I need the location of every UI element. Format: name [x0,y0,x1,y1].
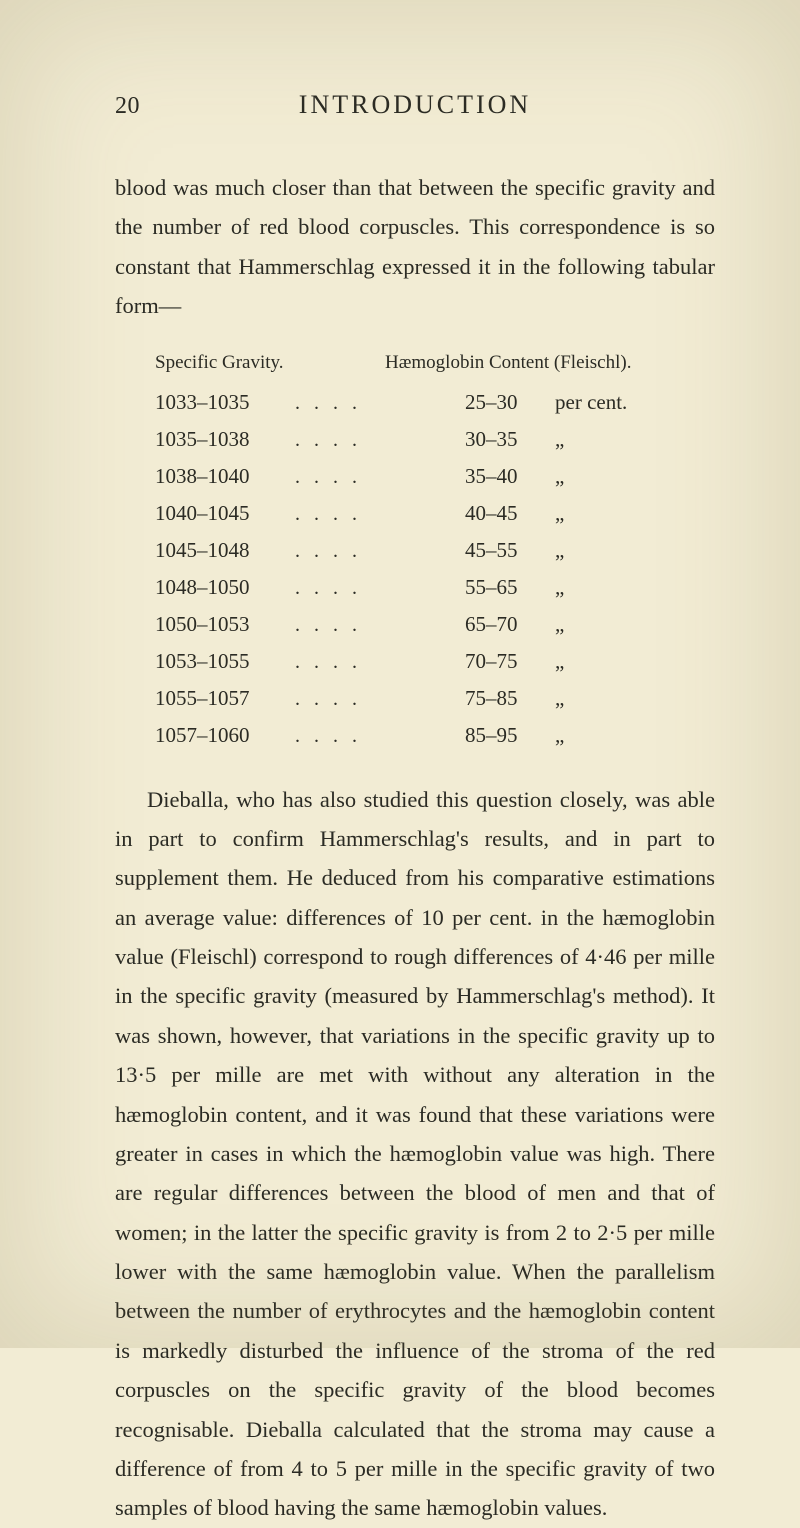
hb-cell: 40–45 [465,495,555,532]
hb-cell: 45–55 [465,532,555,569]
gravity-hb-table: Specific Gravity. Hæmoglobin Content (Fl… [155,352,675,754]
unit-cell: „ [555,680,675,717]
table-row: 1038–1040 .... 35–40 „ [155,458,675,495]
page: 20 INTRODUCTION blood was much closer th… [0,0,800,1348]
leader-dots: .... [295,645,465,680]
hb-cell: 70–75 [465,643,555,680]
table-row: 1040–1045 .... 40–45 „ [155,495,675,532]
unit-cell: „ [555,532,675,569]
table-row: 1050–1053 .... 65–70 „ [155,606,675,643]
hb-cell: 30–35 [465,421,555,458]
unit-cell: „ [555,606,675,643]
table-row: 1048–1050 .... 55–65 „ [155,569,675,606]
leader-dots: .... [295,571,465,606]
hb-cell: 25–30 [465,384,555,421]
unit-cell: „ [555,421,675,458]
gravity-cell: 1050–1053 [155,606,295,643]
column-header-hb: Hæmoglobin Content (Fleischl). [385,352,675,374]
page-title: INTRODUCTION [155,90,675,120]
table-row: 1035–1038 .... 30–35 „ [155,421,675,458]
table-row: 1045–1048 .... 45–55 „ [155,532,675,569]
unit-cell: „ [555,643,675,680]
intro-paragraph: blood was much closer than that between … [115,168,715,326]
leader-dots: .... [295,534,465,569]
leader-dots: .... [295,423,465,458]
table-header-row: Specific Gravity. Hæmoglobin Content (Fl… [155,352,675,374]
gravity-cell: 1045–1048 [155,532,295,569]
unit-cell: „ [555,458,675,495]
hb-cell: 55–65 [465,569,555,606]
body-paragraph: Dieballa, who has also studied this ques… [115,780,715,1528]
running-head: 20 INTRODUCTION [115,90,715,120]
gravity-cell: 1053–1055 [155,643,295,680]
gravity-cell: 1055–1057 [155,680,295,717]
gravity-cell: 1035–1038 [155,421,295,458]
leader-dots: .... [295,719,465,754]
hb-cell: 85–95 [465,717,555,754]
gravity-cell: 1048–1050 [155,569,295,606]
hb-cell: 65–70 [465,606,555,643]
column-header-gravity: Specific Gravity. [155,352,385,374]
gravity-cell: 1038–1040 [155,458,295,495]
leader-dots: .... [295,386,465,421]
table-row: 1033–1035 .... 25–30 per cent. [155,384,675,421]
gravity-cell: 1040–1045 [155,495,295,532]
unit-cell: „ [555,569,675,606]
table-row: 1053–1055 .... 70–75 „ [155,643,675,680]
hb-cell: 75–85 [465,680,555,717]
table-row: 1055–1057 .... 75–85 „ [155,680,675,717]
leader-dots: .... [295,497,465,532]
gravity-cell: 1057–1060 [155,717,295,754]
leader-dots: .... [295,460,465,495]
page-number: 20 [115,93,155,120]
table-row: 1057–1060 .... 85–95 „ [155,717,675,754]
unit-cell: per cent. [555,384,675,421]
unit-cell: „ [555,717,675,754]
gravity-cell: 1033–1035 [155,384,295,421]
leader-dots: .... [295,608,465,643]
leader-dots: .... [295,682,465,717]
unit-cell: „ [555,495,675,532]
hb-cell: 35–40 [465,458,555,495]
